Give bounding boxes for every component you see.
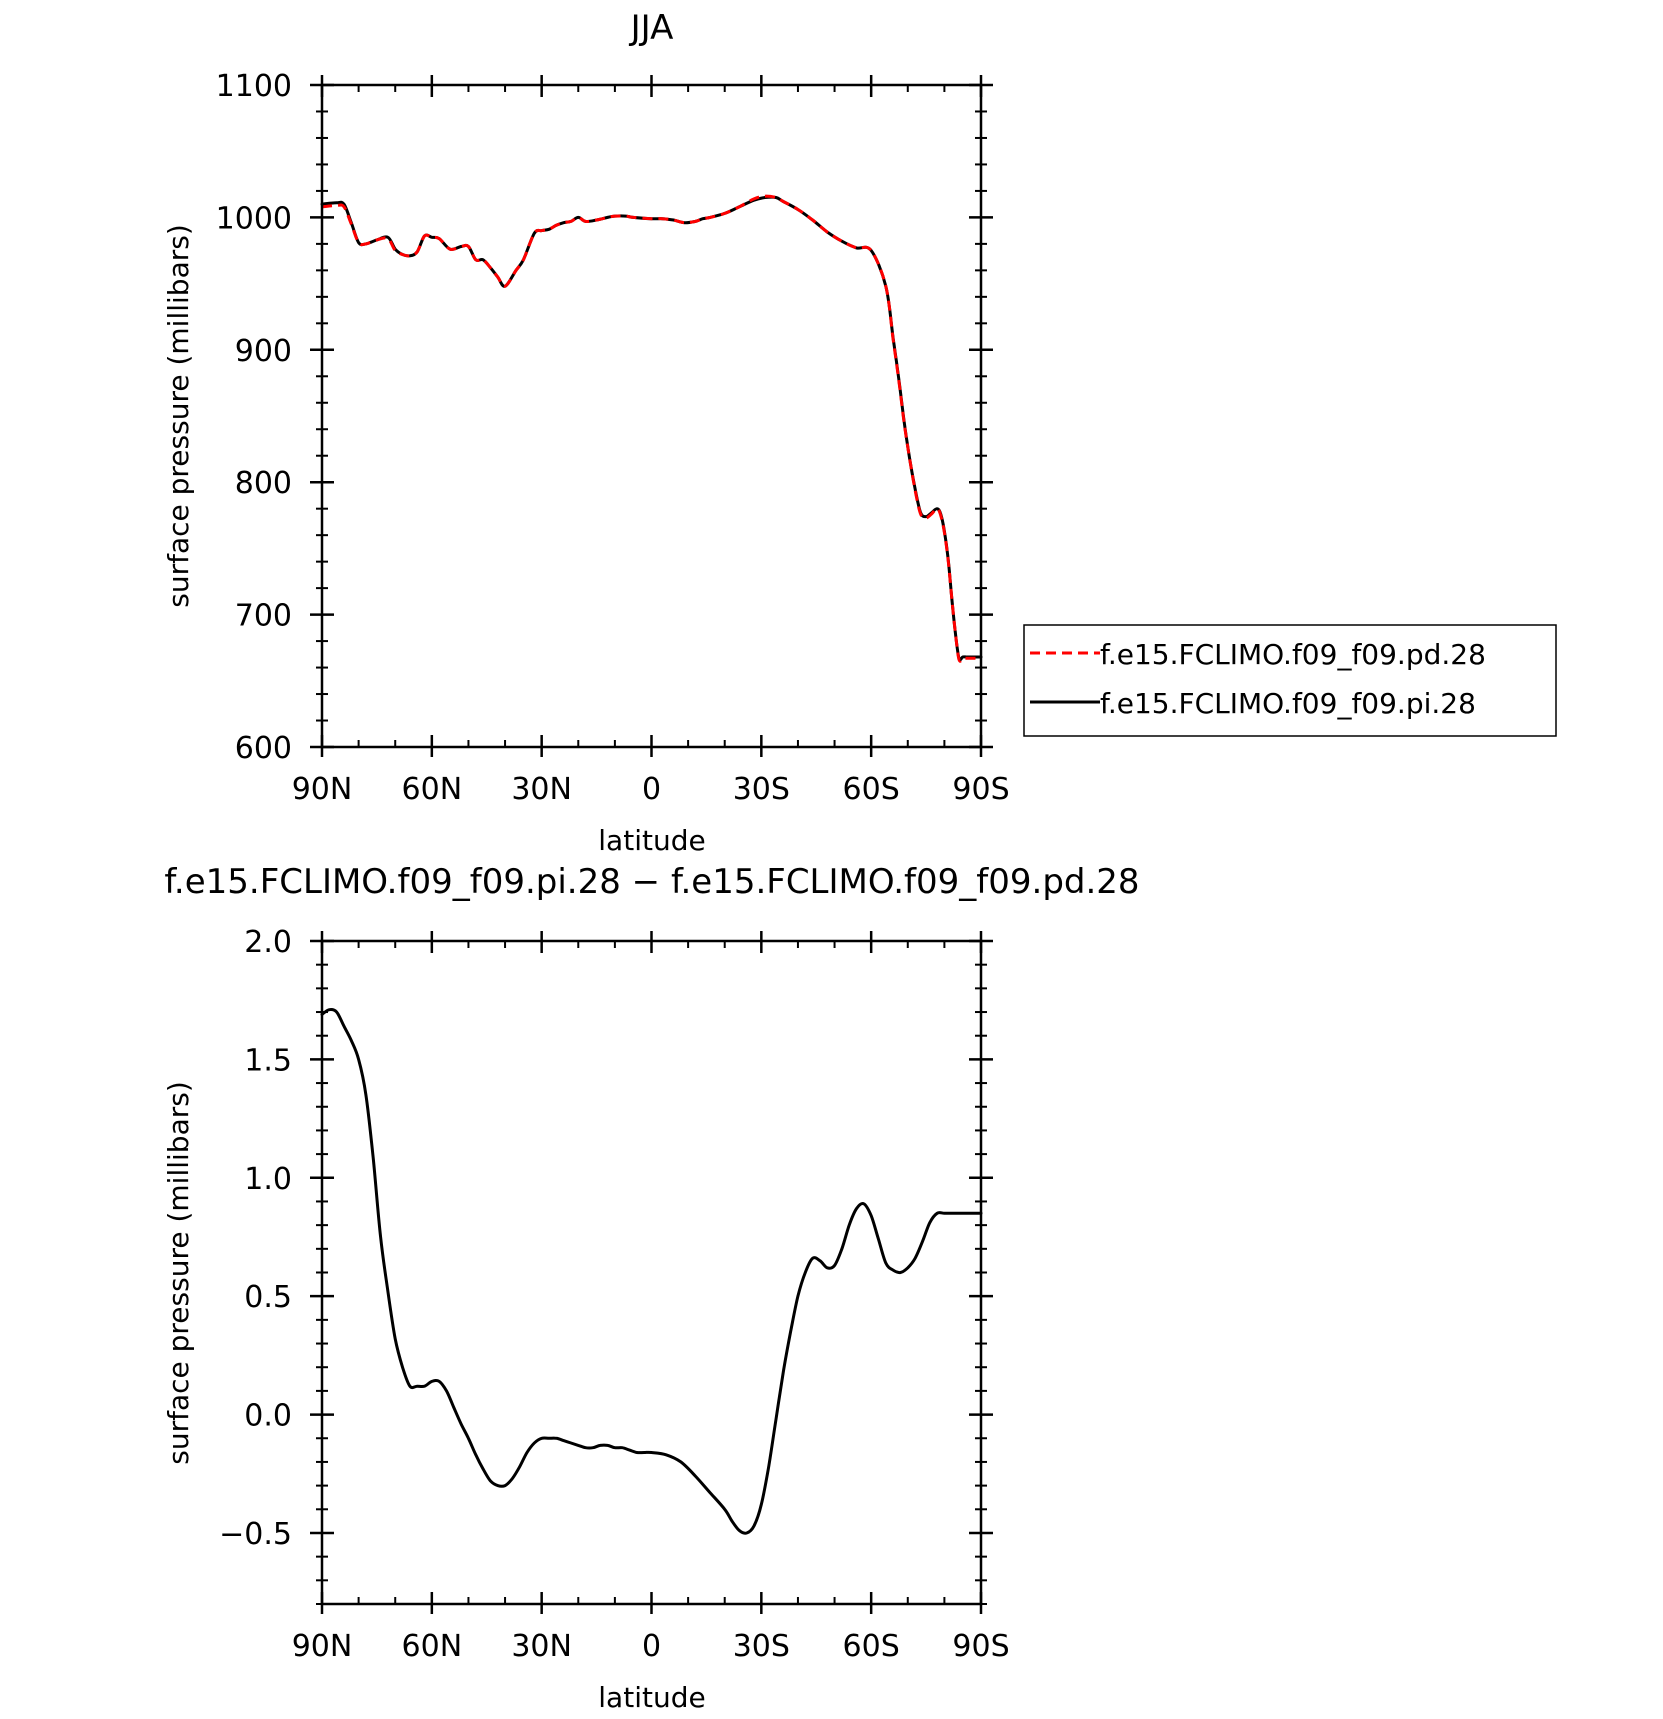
top-chart-y-axis-label: surface pressure (millibars) xyxy=(162,224,195,608)
bottom-chart-ticks xyxy=(310,931,993,1614)
bottom-chart-y-tick-label: 1.5 xyxy=(244,1043,292,1078)
top-chart-series-line-0 xyxy=(321,194,981,663)
top-chart-title: JJA xyxy=(629,8,674,48)
bottom-chart-x-tick-label: 90N xyxy=(292,1629,353,1664)
bottom-chart-y-axis-label: surface pressure (millibars) xyxy=(162,1081,195,1465)
legend-label-pi: f.e15.FCLIMO.f09_f09.pi.28 xyxy=(1100,687,1476,720)
top-chart-x-tick-label: 30S xyxy=(733,772,790,807)
top-chart-y-tick-label: 1000 xyxy=(216,201,292,236)
bottom-chart-x-axis-label: latitude xyxy=(598,1681,705,1714)
bottom-chart-x-tick-labels: 90N 60N 30N 0 30S 60S 90S xyxy=(292,1629,1010,1664)
top-chart-y-tick-label: 600 xyxy=(235,731,292,766)
bottom-chart-y-tick-label: −0.5 xyxy=(219,1517,292,1552)
bottom-chart-title: f.e15.FCLIMO.f09_f09.pi.28 − f.e15.FCLIM… xyxy=(164,862,1139,902)
top-chart-x-axis-label: latitude xyxy=(598,824,705,857)
top-chart-x-tick-label: 90S xyxy=(952,772,1009,807)
bottom-chart-y-tick-label: 2.0 xyxy=(244,925,292,960)
top-chart-lines xyxy=(320,194,983,663)
top-chart-x-tick-label: 90N xyxy=(292,772,353,807)
top-chart-x-tick-label: 60N xyxy=(402,772,463,807)
bottom-chart-lines xyxy=(320,1008,983,1535)
bottom-chart: f.e15.FCLIMO.f09_f09.pi.28 − f.e15.FCLIM… xyxy=(162,862,1140,1714)
bottom-chart-y-tick-label: 0.0 xyxy=(244,1399,292,1434)
bottom-chart-x-tick-label: 0 xyxy=(642,1629,661,1664)
top-chart-y-tick-labels: 600 700 800 900 1000 1100 xyxy=(216,69,292,766)
bottom-chart-y-tick-label: 1.0 xyxy=(244,1162,292,1197)
top-chart-x-tick-label: 0 xyxy=(642,772,661,807)
bottom-chart-x-tick-label: 60S xyxy=(843,1629,900,1664)
top-chart-y-tick-label: 800 xyxy=(235,466,292,501)
bottom-chart-y-tick-label: 0.5 xyxy=(244,1280,292,1315)
bottom-chart-frame xyxy=(320,939,983,1606)
top-chart-frame xyxy=(320,83,983,749)
legend: f.e15.FCLIMO.f09_f09.pd.28 f.e15.FCLIMO.… xyxy=(1023,624,1557,737)
bottom-chart-y-tick-labels: −0.5 0.0 0.5 1.0 1.5 2.0 xyxy=(219,925,292,1552)
top-chart-y-tick-label: 700 xyxy=(235,599,292,634)
bottom-chart-x-tick-label: 90S xyxy=(952,1629,1009,1664)
top-chart-x-tick-label: 30N xyxy=(511,772,572,807)
bottom-chart-x-tick-label: 30S xyxy=(733,1629,790,1664)
top-chart-series-line-1 xyxy=(320,195,983,662)
bottom-chart-x-tick-label: 30N xyxy=(511,1629,572,1664)
top-chart-y-tick-label: 1100 xyxy=(216,69,292,104)
bottom-chart-x-tick-label: 60N xyxy=(402,1629,463,1664)
top-chart-x-tick-label: 60S xyxy=(843,772,900,807)
legend-label-pd: f.e15.FCLIMO.f09_f09.pd.28 xyxy=(1100,638,1486,671)
bottom-chart-series-line-0 xyxy=(320,1008,983,1535)
top-chart-ticks xyxy=(310,75,993,757)
top-chart-x-tick-labels: 90N 60N 30N 0 30S 60S 90S xyxy=(292,772,1010,807)
top-chart-y-tick-label: 900 xyxy=(235,334,292,369)
legend-box xyxy=(1023,624,1557,737)
top-chart: JJA 90N 60N 30N 0 30S 60S 90S 600 700 800 900 1000… xyxy=(162,8,1557,857)
